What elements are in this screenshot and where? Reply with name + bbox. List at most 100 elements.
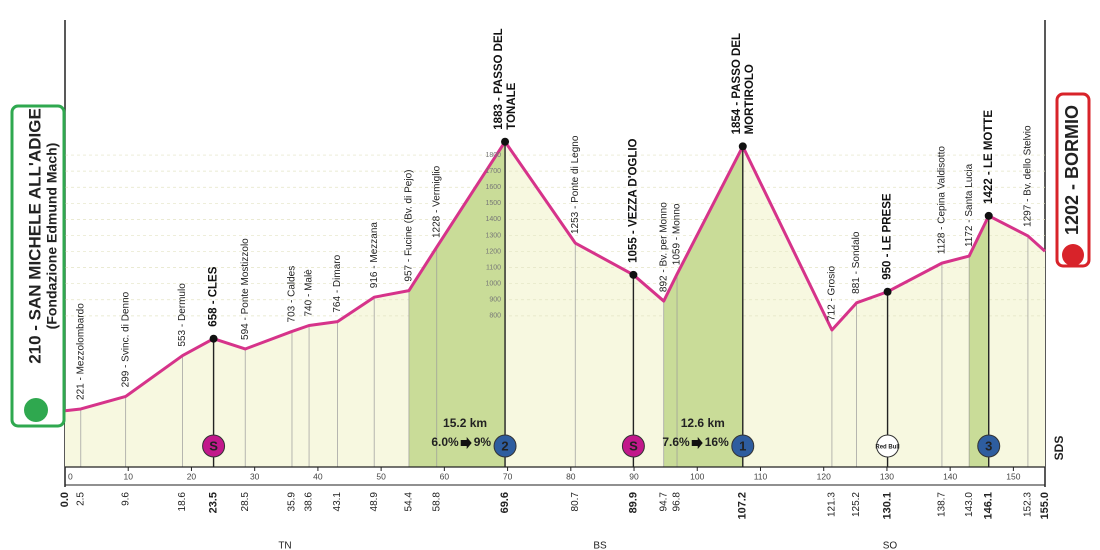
waypoint-label: 703 - Caldes <box>287 266 298 323</box>
marker-icon <box>493 434 517 458</box>
km-label: 23.5 <box>207 492 219 513</box>
waypoint-label: 881 - Sondalo <box>851 231 862 294</box>
km-label: 18.6 <box>177 492 188 512</box>
x-tick-label: 150 <box>1006 471 1020 481</box>
x-tick-label: 60 <box>440 471 450 481</box>
marker-symbol: 2 <box>501 438 508 453</box>
waypoint-label: 594 - Ponte Mostizzolo <box>240 238 251 340</box>
climb-distance: 12.6 km <box>681 416 725 430</box>
marker-icon <box>731 434 755 458</box>
km-label: 89.9 <box>627 492 639 513</box>
waypoint-dot <box>883 287 892 296</box>
waypoint-label: 892 - Bv. per Monno <box>658 202 669 292</box>
waypoint-dot <box>629 270 638 279</box>
marker-icon <box>621 434 645 458</box>
climb-max: 16% <box>705 435 729 449</box>
province-label: BS <box>593 541 607 550</box>
marker-symbol: 3 <box>985 438 992 453</box>
finish-label: 1202 - BORMIO <box>1062 105 1082 235</box>
km-label: 152.3 <box>1023 492 1034 517</box>
marker-icon <box>202 434 226 458</box>
waypoint-label: 1059 - Monno <box>672 203 683 265</box>
km-label: 69.6 <box>499 492 511 513</box>
waypoint-label: 221 - Mezzolombardo <box>75 303 86 400</box>
waypoint-label: 1854 - PASSO DEL <box>731 33 743 134</box>
waypoint-dot <box>738 142 747 151</box>
x-tick-label: 50 <box>376 471 386 481</box>
waypoint-label: 1422 - LE MOTTE <box>983 110 995 204</box>
marker-symbol: Red Bull <box>875 445 900 451</box>
marker-symbol: S <box>209 438 218 453</box>
background-layer <box>64 20 1046 487</box>
waypoint-label: 740 - Malè <box>304 269 315 317</box>
province-label: SO <box>883 541 898 550</box>
x-tick-label: 40 <box>313 471 323 481</box>
waypoint-label: 712 - Grosio <box>827 266 838 321</box>
waypoint-label: 1172 - Santa Lucia <box>964 163 975 247</box>
waypoint-label: 916 - Mezzana <box>369 222 380 289</box>
x-tick-label: 80 <box>566 471 576 481</box>
km-label: 43.1 <box>332 492 343 512</box>
km-label: 0.0 <box>59 492 71 507</box>
x-tick-label: 20 <box>187 471 197 481</box>
marker-symbol: S <box>629 438 638 453</box>
waypoint-dot <box>501 137 510 146</box>
y-tick-label: 1400 <box>485 216 501 223</box>
start-box <box>10 104 66 428</box>
climb-avg: 7.6% <box>662 435 690 449</box>
y-tick-label: 900 <box>489 297 501 304</box>
km-label: 146.1 <box>983 492 995 520</box>
waypoint-label: 950 - LE PRESE <box>882 193 894 280</box>
province-label: TN <box>278 541 291 550</box>
km-label: 125.2 <box>851 492 862 517</box>
waypoint-label: 1297 - Bv. dello Stelvio <box>1023 125 1034 227</box>
credit: SDS <box>1052 436 1066 461</box>
waypoint-label: 553 - Dermulo <box>177 283 188 347</box>
climb-max: 9% <box>474 435 492 449</box>
waypoint-label: TONALE <box>506 82 518 129</box>
x-tick-label: 70 <box>503 471 513 481</box>
waypoint-label: 1055 - VEZZA D'OGLIO <box>627 138 639 262</box>
start-label: 210 - SAN MICHELE ALL'ADIGE <box>25 108 44 364</box>
km-label: 58.8 <box>431 492 442 512</box>
x-tick-label: 90 <box>629 471 639 481</box>
climb-arrow <box>691 437 703 449</box>
x-tick-label: 0 <box>68 471 73 481</box>
waypoint-dot <box>984 211 993 220</box>
km-label: 9.6 <box>120 492 131 506</box>
km-label: 138.7 <box>937 492 948 517</box>
km-label: 28.5 <box>240 492 251 512</box>
x-tick-label: 10 <box>123 471 133 481</box>
profile-line <box>64 140 1047 413</box>
km-label: 121.3 <box>827 492 838 517</box>
km-label: 80.7 <box>570 492 581 512</box>
x-tick-label: 30 <box>250 471 260 481</box>
waypoint-label: 957 - Fucine (Bv. di Pejo) <box>404 170 415 282</box>
waypoint-label: 1253 - Ponte di Legno <box>570 135 581 234</box>
waypoint-label: 764 - Dimaro <box>332 254 343 312</box>
y-tick-label: 1300 <box>485 232 501 239</box>
waypoint-dot <box>209 334 218 343</box>
km-label: 130.1 <box>881 492 893 520</box>
x-tick-label: 140 <box>943 471 957 481</box>
waypoint-label: 299 - Svinc. di Denno <box>120 291 131 387</box>
x-tick-label: 130 <box>880 471 894 481</box>
km-label: 38.6 <box>304 492 315 512</box>
waypoint-label: 1228 - Vermiglio <box>431 165 442 238</box>
waypoint-label: 1883 - PASSO DEL <box>493 28 505 129</box>
finish-bike-icon <box>1062 244 1084 266</box>
waypoint-label: 1128 - Cepina Valdisotto <box>937 146 948 254</box>
start-sublabel: (Fondazione Edmund Mach) <box>44 143 60 330</box>
marker-icon <box>876 434 900 458</box>
y-tick-label: 1800 <box>485 152 501 159</box>
km-label: 143.0 <box>964 492 975 517</box>
profile-area <box>65 141 1045 468</box>
km-label: 2.5 <box>75 492 86 506</box>
climb-distance: 15.2 km <box>443 416 487 430</box>
km-label: 48.9 <box>369 492 380 512</box>
climb-zone <box>408 141 506 467</box>
start-bike-icon <box>24 398 48 422</box>
x-tick-label: 120 <box>817 471 831 481</box>
km-label: 96.8 <box>672 492 683 512</box>
